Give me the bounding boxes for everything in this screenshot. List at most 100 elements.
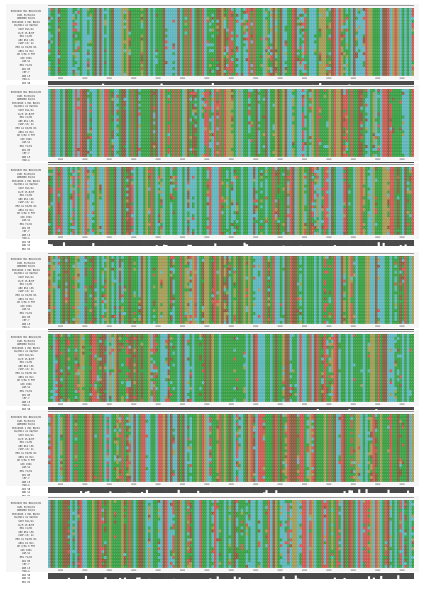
sequence-name: VA07 BL1/A1 <box>6 520 46 524</box>
sequence-name: KG/B211 A1 KW/OLD <box>6 430 46 434</box>
sequence-name: EU316945.1 Hb1 BW/D1 <box>6 427 46 431</box>
sequence-name: KG/B211 A1 KW/OLD <box>6 350 46 354</box>
sequence-name: C8F-7 <box>6 477 46 481</box>
alignment-grid <box>48 256 414 324</box>
sequence-name: LGM-S1 <box>6 60 46 64</box>
sequence-name-list: EU316945 Hb1 BW1/D1/B1 CGH1 H1/B1/D1 GBH98… <box>6 91 46 174</box>
sequence-name: GBH9868 B1/D1 <box>6 423 46 427</box>
sequence-name-list: EU316945 Hb1 BW1/D1/B1 CGH1 H1/B1/D1 GBH98… <box>6 10 46 93</box>
sequence-name: CG6F-13/ A1 <box>6 42 46 46</box>
sequence-name: HB1 Y1/D1 <box>6 470 46 474</box>
sequence-name: AB1 KH <box>6 560 46 564</box>
sequence-name: AB61 D1 BL1 <box>6 298 46 302</box>
sequence-name: CG6F-13/ A1 <box>6 290 46 294</box>
sequence-name: HB1 Y1/D1 <box>6 312 46 316</box>
position-ruler <box>58 483 405 485</box>
conservation-bar <box>48 80 414 87</box>
sequence-name: KG/B211 A1 KW/OLD <box>6 272 46 276</box>
sequence-name: EU316945 Hb1 BW1/D1/B1 <box>6 10 46 14</box>
sequence-name: GM 3/HA 0 FHT <box>6 301 46 305</box>
sequence-name: HB1 C1/B1 <box>6 194 46 198</box>
sequence-name: GSK 1994 <box>6 305 46 309</box>
alignment-grid <box>48 414 414 482</box>
sequence-name: KG/B211 A1 KW/OLD <box>6 105 46 109</box>
sequence-name: CA/H 15-B/DF <box>6 280 46 284</box>
sequence-name: HB1 C1/B1 <box>6 116 46 120</box>
sequence-name: HB3 A1 KS/B1 RS <box>6 372 46 376</box>
sequence-name: VA07 BL1/A1 <box>6 276 46 280</box>
sequence-name: AB61 D1 BL1 <box>6 376 46 380</box>
sequence-name: GBH9868 B1/D1 <box>6 265 46 269</box>
alignment-grid <box>48 89 414 157</box>
sequence-name: H2R-A <box>6 237 46 241</box>
sequence-name: HB3 A1 KS/B1 RS <box>6 46 46 50</box>
sequence-name: ABR S2 <box>6 244 46 248</box>
alignment-grid <box>48 500 414 568</box>
sequence-name: GBH9868 B1/D1 <box>6 98 46 102</box>
sequence-name: CG6F-13/ A1 <box>6 123 46 127</box>
alignment-grid <box>48 334 414 402</box>
alignment-panel: EU316945 Hb1 BW1/D1/B1 CGH1 H1/B1/D1 GBH98… <box>6 163 419 251</box>
sequence-name: HB3 A1 KS/B1 RS <box>6 294 46 298</box>
sequence-name: CA/H 15-B/DF <box>6 191 46 195</box>
sequence-name: GBH9868 B1/D1 <box>6 343 46 347</box>
sequence-name: HB1 C1/B1 <box>6 441 46 445</box>
sequence-name: EU316945 Hb1 BW1/D1/B1 <box>6 416 46 420</box>
sequence-name: AB1 KH <box>6 474 46 478</box>
sequence-name-list: EU316945 Hb1 BW1/D1/B1 CGH1 H1/B1/D1 GBH98… <box>6 258 46 341</box>
sequence-name: VA07 BL1/A1 <box>6 109 46 113</box>
sequence-name: VA07 BL1/A1 <box>6 354 46 358</box>
sequence-name: AB8 LP <box>6 567 46 571</box>
sequence-name: AB9 NS1 LHS <box>6 39 46 43</box>
position-ruler <box>58 403 405 405</box>
sequence-name: ABR S2 <box>6 577 46 581</box>
sequence-name: H2R-A <box>6 78 46 82</box>
sequence-name: C8F-7 <box>6 563 46 567</box>
sequence-name: EU316945.1 Hb1 BW/D1 <box>6 180 46 184</box>
sequence-name: KG/B211 A1 KW/OLD <box>6 183 46 187</box>
sequence-name: HB3 A1 KS/B1 RS <box>6 205 46 209</box>
sequence-name: AB8 LP <box>6 481 46 485</box>
sequence-name: C8F-7 <box>6 397 46 401</box>
position-ruler <box>58 158 405 160</box>
sequence-name: C8F-7 <box>6 319 46 323</box>
conservation-bar <box>48 572 414 579</box>
sequence-name: GSK 1994 <box>6 383 46 387</box>
sequence-name: HB1 C1/B1 <box>6 527 46 531</box>
sequence-name: AB1 KH <box>6 394 46 398</box>
sequence-name: GM 3/HA 0 FHT <box>6 545 46 549</box>
sequence-name: EU316945 Hb1 BW1/D1/B1 <box>6 91 46 95</box>
sequence-name: LGM-S1 <box>6 308 46 312</box>
sequence-name: C8F-7 <box>6 230 46 234</box>
sequence-name: CG6F-13/ A1 <box>6 368 46 372</box>
sequence-name: C8F-7 <box>6 71 46 75</box>
sequence-name: LGM-S1 <box>6 386 46 390</box>
sequence-name: GSK 1994 <box>6 57 46 61</box>
sequence-name: HB3 A1 KS/B1 RS <box>6 127 46 131</box>
sequence-name: AB61 D1 BL1 <box>6 50 46 54</box>
sequence-name: AB4 SB <box>6 574 46 578</box>
consensus-line <box>48 331 414 332</box>
sequence-name: LGM-S1 <box>6 219 46 223</box>
alignment-panel: EU316945 Hb1 BW1/D1/B1 CGH1 H1/B1/D1 GBH98… <box>6 496 419 584</box>
sequence-name: CGH1 H1/B1/D1 <box>6 173 46 177</box>
sequence-name: CA/H 15-B/DF <box>6 113 46 117</box>
sequence-name: HB1 Y1/D1 <box>6 223 46 227</box>
sequence-name: AB8 LP <box>6 323 46 327</box>
sequence-name: CA/H 15-B/DF <box>6 524 46 528</box>
sequence-name: H2R-A <box>6 570 46 574</box>
sequence-name: LGM-S1 <box>6 141 46 145</box>
sequence-name: AB4 SB <box>6 408 46 412</box>
sequence-name: LGM-S1 <box>6 552 46 556</box>
sequence-name: CG6F-13/ A1 <box>6 448 46 452</box>
sequence-name: HB1 Y1/D1 <box>6 64 46 68</box>
sequence-name: HB1 Y1/D1 <box>6 390 46 394</box>
sequence-name: HB1 H2 <box>6 581 46 585</box>
sequence-name: AB4 SB <box>6 82 46 86</box>
position-ruler <box>58 569 405 571</box>
sequence-name: EU316945.1 Hb1 BW/D1 <box>6 513 46 517</box>
sequence-name: HB1 H2 <box>6 248 46 252</box>
conservation-bar <box>48 239 414 246</box>
sequence-name: C8F-7 <box>6 152 46 156</box>
conservation-bar <box>48 406 414 413</box>
